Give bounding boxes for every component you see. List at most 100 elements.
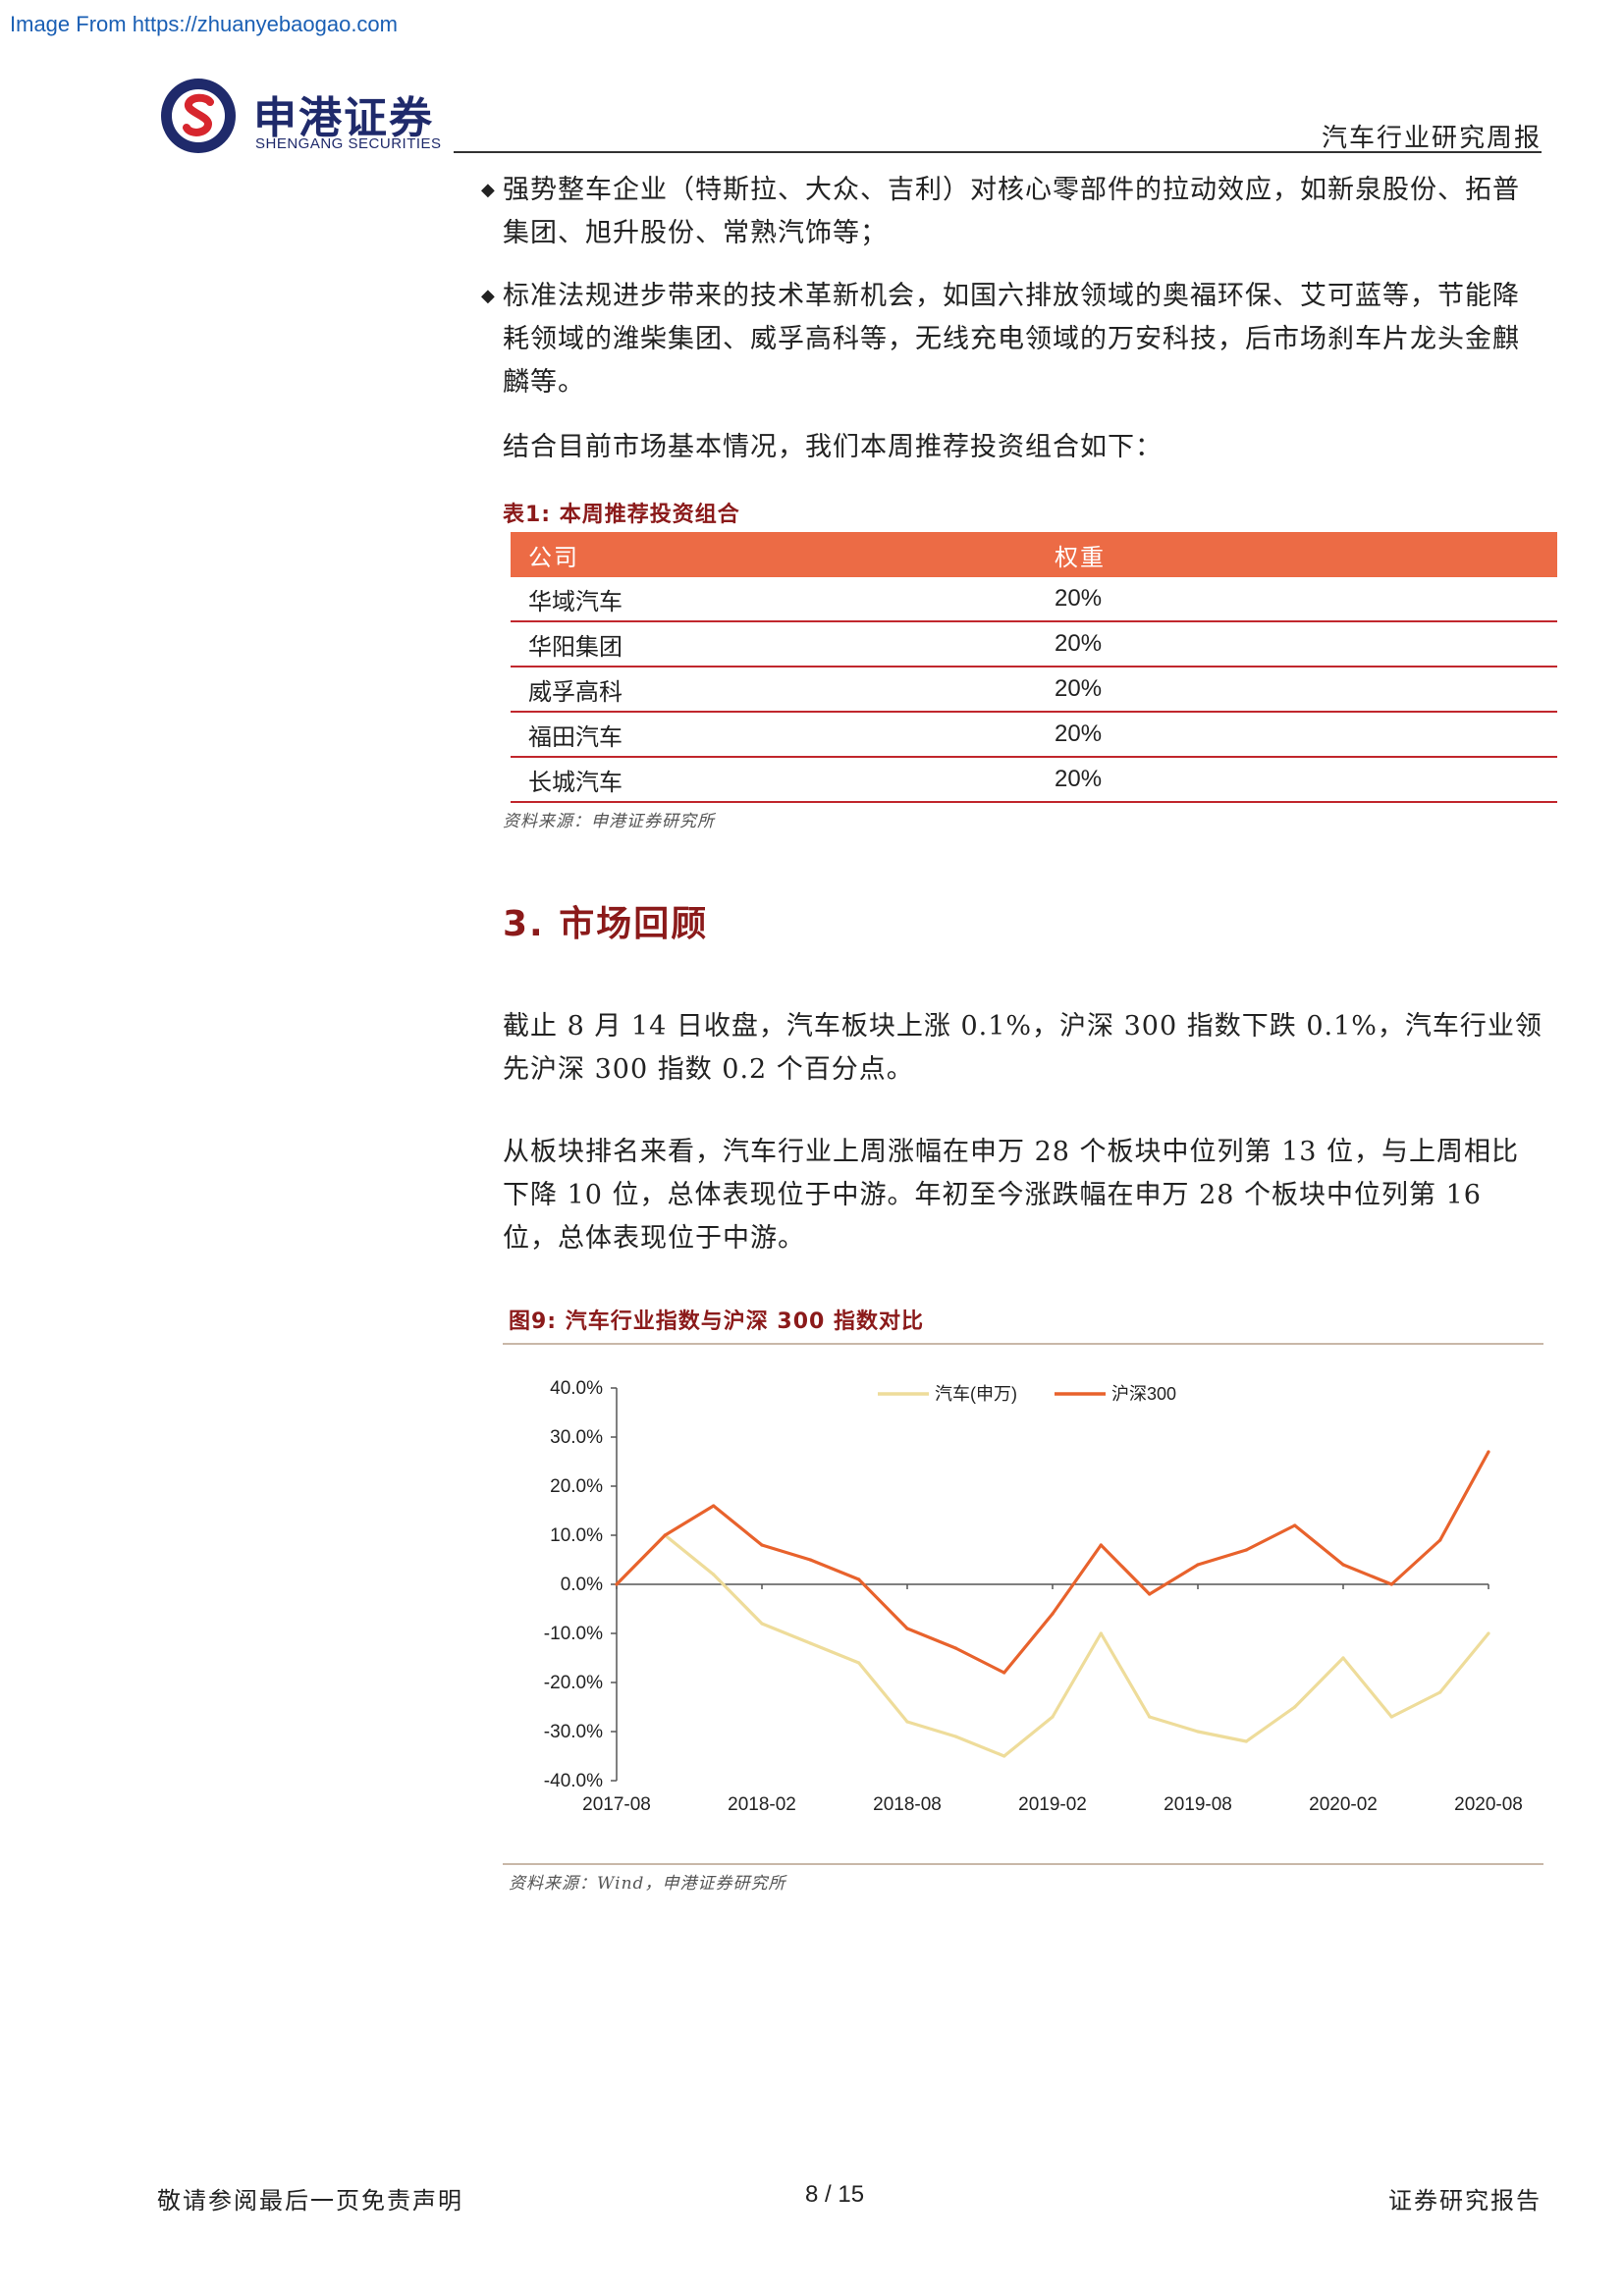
data-point — [857, 1661, 861, 1665]
data-point — [905, 1720, 909, 1724]
series-line-hs300 — [615, 1451, 1490, 1675]
diamond-bullet-icon: ◆ — [481, 286, 496, 306]
data-point — [808, 1558, 812, 1562]
index-comparison-chart: 40.0% 30.0% 20.0% 10.0% 0.0% -10.0% -20.0% -30.… — [544, 1378, 1523, 1815]
table-source: 资料来源：申港证券研究所 — [503, 812, 715, 831]
figure-caption: 图9: 汽车行业指数与沪深 300 指数对比 — [509, 1309, 925, 1334]
data-point — [760, 1622, 764, 1626]
y-tick-label: -20.0% — [544, 1673, 603, 1693]
y-tick-label: -40.0% — [544, 1771, 603, 1791]
figure-source: 资料来源：Wind，申港证券研究所 — [509, 1874, 786, 1894]
column-header-company: 公司 — [511, 532, 1037, 577]
y-axis: 40.0% 30.0% 20.0% 10.0% 0.0% -10.0% -20.0% -30.… — [544, 1378, 618, 1791]
x-tick-label: 2020-02 — [1309, 1794, 1378, 1815]
y-tick-label: 10.0% — [550, 1525, 603, 1546]
data-point — [1051, 1612, 1055, 1616]
footer-disclaimer: 敬请参阅最后一页免责声明 — [157, 2187, 463, 2215]
bullet-text: 强势整车企业（特斯拉、大众、吉利）对核心零部件的拉动效应，如新泉股份、拓普集团、… — [503, 175, 1520, 248]
weight-cell: 20% — [1037, 577, 1557, 622]
section-title: 3. 市场回顾 — [503, 904, 709, 944]
footer-report-type: 证券研究报告 — [1388, 2187, 1542, 2215]
data-point — [1389, 1715, 1393, 1719]
data-point — [857, 1577, 861, 1581]
company-cell: 华阳集团 — [511, 621, 1037, 667]
data-point — [1244, 1739, 1248, 1743]
data-point — [905, 1627, 909, 1630]
y-tick-label: -10.0% — [544, 1624, 603, 1644]
data-point — [1051, 1715, 1055, 1719]
company-cell: 华域汽车 — [511, 577, 1037, 622]
logo-name-cn: 申港证券 — [253, 93, 434, 143]
weight-cell: 20% — [1037, 757, 1557, 803]
bullet-item: ◆ 标准法规进步带来的技术革新机会，如国六排放领域的奥福环保、艾可蓝等，节能降耗… — [481, 275, 1543, 404]
y-tick-label: 0.0% — [561, 1575, 603, 1595]
data-point — [1196, 1730, 1200, 1734]
column-header-weight: 权重 — [1037, 532, 1557, 577]
x-tick-label: 2019-02 — [1018, 1794, 1087, 1815]
data-point — [1148, 1592, 1152, 1596]
table-header-row: 公司 权重 — [511, 532, 1557, 577]
data-point — [1099, 1631, 1103, 1635]
data-point — [1293, 1705, 1297, 1709]
weight-cell: 20% — [1037, 621, 1557, 667]
x-tick-label: 2018-08 — [873, 1794, 942, 1815]
logo-name-en: SHENGANG SECURITIES — [255, 135, 442, 152]
source-watermark[interactable]: Image From https://zhuanyebaogao.com — [10, 12, 398, 36]
table-row: 华域汽车 20% — [511, 577, 1557, 622]
data-point — [953, 1646, 957, 1650]
data-point — [1148, 1715, 1152, 1719]
x-tick-label: 2020-08 — [1454, 1794, 1523, 1815]
data-point — [1438, 1690, 1442, 1694]
company-cell: 福田汽车 — [511, 712, 1037, 758]
x-tick-label: 2019-08 — [1164, 1794, 1232, 1815]
data-point — [1341, 1563, 1345, 1567]
data-point — [1099, 1543, 1103, 1547]
weight-cell: 20% — [1037, 712, 1557, 758]
table-row: 福田汽车 20% — [511, 712, 1557, 758]
header-title: 汽车行业研究周报 — [1321, 124, 1542, 153]
diamond-bullet-icon: ◆ — [481, 180, 496, 200]
data-point — [953, 1735, 957, 1738]
table-row: 威孚高科 20% — [511, 667, 1557, 713]
logo-mark-icon — [161, 79, 236, 153]
data-point — [615, 1582, 619, 1586]
bullet-text: 标准法规进步带来的技术革新机会，如国六排放领域的奥福环保、艾可蓝等，节能降耗领域… — [503, 281, 1520, 398]
bullet-item: ◆ 强势整车企业（特斯拉、大众、吉利）对核心零部件的拉动效应，如新泉股份、拓普集… — [481, 169, 1543, 255]
y-tick-label: -30.0% — [544, 1722, 603, 1742]
company-cell: 长城汽车 — [511, 757, 1037, 803]
data-point — [1438, 1538, 1442, 1542]
y-tick-label: 30.0% — [550, 1427, 603, 1448]
data-point — [663, 1533, 667, 1537]
data-point — [1293, 1523, 1297, 1527]
weight-cell: 20% — [1037, 667, 1557, 713]
x-axis: 2017-08 2018-02 2018-08 2019-02 2019-08 2020-… — [582, 1583, 1523, 1815]
data-point — [1389, 1582, 1393, 1586]
y-tick-label: 20.0% — [550, 1476, 603, 1497]
table-row: 长城汽车 20% — [511, 757, 1557, 803]
series-line-auto — [615, 1533, 1490, 1758]
header-divider — [454, 151, 1542, 153]
company-cell: 威孚高科 — [511, 667, 1037, 713]
table-row: 华阳集团 20% — [511, 621, 1557, 667]
data-point — [1002, 1671, 1006, 1675]
body-paragraph: 截止 8 月 14 日收盘，汽车板块上涨 0.1%，沪深 300 指数下跌 0.… — [503, 1011, 1543, 1085]
x-tick-label: 2017-08 — [582, 1794, 651, 1815]
data-point — [808, 1641, 812, 1645]
company-logo: 申港证券 SHENGANG SECURITIES — [157, 75, 452, 163]
legend-label: 沪深300 — [1111, 1384, 1176, 1404]
data-point — [712, 1573, 716, 1576]
table-caption: 表1: 本周推荐投资组合 — [503, 503, 740, 527]
x-tick-label: 2018-02 — [728, 1794, 796, 1815]
data-point — [760, 1543, 764, 1547]
y-tick-label: 40.0% — [550, 1378, 603, 1399]
data-point — [1196, 1563, 1200, 1567]
data-point — [1341, 1656, 1345, 1660]
data-point — [1487, 1631, 1490, 1635]
figure-bottom-divider — [503, 1863, 1543, 1865]
page-number: 8 / 15 — [805, 2181, 865, 2208]
body-paragraph: 从板块排名来看，汽车行业上周涨幅在申万 28 个板块中位列第 13 位，与上周相… — [503, 1137, 1520, 1254]
legend-label: 汽车(申万) — [935, 1384, 1017, 1404]
data-point — [1002, 1754, 1006, 1758]
data-point — [1487, 1450, 1490, 1454]
figure-top-divider — [503, 1343, 1543, 1345]
